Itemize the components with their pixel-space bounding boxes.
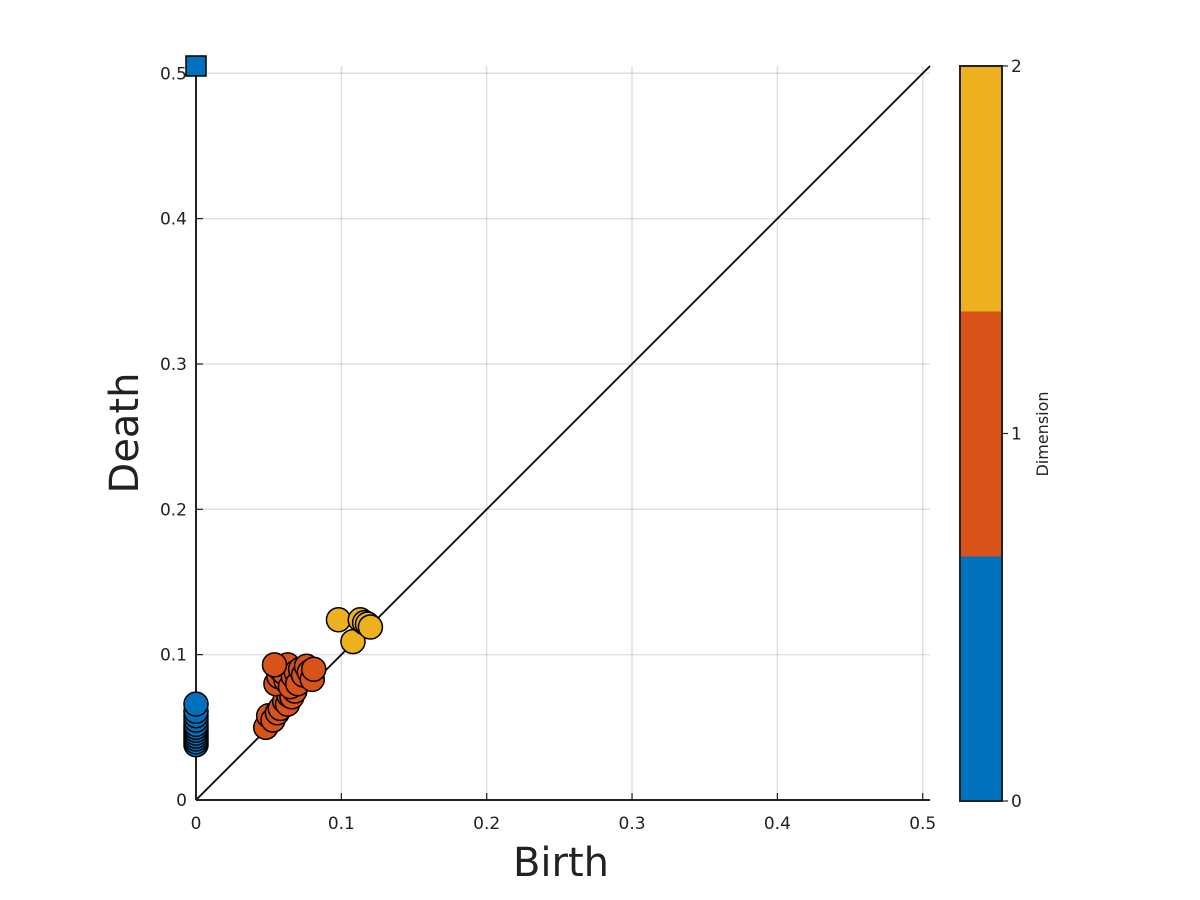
x-tick-label: 0.2 — [473, 814, 500, 834]
colorbar-tick-label: 0 — [1011, 792, 1022, 812]
colorbar-segment-2 — [960, 66, 1002, 312]
y-tick-label: 0.3 — [160, 355, 187, 375]
x-tick-label: 0.4 — [764, 814, 791, 834]
colorbar-segment-1 — [960, 311, 1002, 557]
x-axis-ticks: 0 0.1 0.2 0.3 0.4 0.5 — [191, 793, 936, 834]
point-dim0 — [183, 691, 209, 717]
point-dim1 — [261, 652, 288, 678]
point-dim2 — [357, 614, 384, 640]
grid-lines — [195, 66, 930, 801]
data-points — [183, 55, 384, 758]
x-tick-label: 0.1 — [328, 814, 355, 834]
y-tick-label: 0.1 — [160, 646, 187, 666]
y-axis-label: Death — [102, 373, 148, 494]
colorbar-tick-label: 2 — [1011, 57, 1022, 77]
y-tick-label: 0.2 — [160, 500, 187, 520]
point-dim1 — [300, 656, 327, 682]
colorbar: 0 1 2 — [959, 57, 1022, 812]
point-dim0-square — [185, 55, 207, 77]
y-tick-label: 0.4 — [160, 210, 187, 230]
x-axis-label: Birth — [513, 840, 609, 886]
colorbar-tick-label: 1 — [1011, 425, 1022, 445]
point-dim2 — [325, 607, 352, 633]
x-tick-label: 0.5 — [909, 814, 936, 834]
colorbar-label: Dimension — [1033, 391, 1052, 476]
y-axis-ticks: 0 0.1 0.2 0.3 0.4 0.5 — [160, 64, 203, 811]
x-tick-label: 0 — [191, 814, 202, 834]
y-tick-label: 0 — [176, 791, 187, 811]
x-tick-label: 0.3 — [619, 814, 646, 834]
plot-axes — [195, 66, 930, 801]
colorbar-segment-0 — [960, 556, 1002, 802]
y-tick-label: 0.5 — [160, 64, 187, 84]
